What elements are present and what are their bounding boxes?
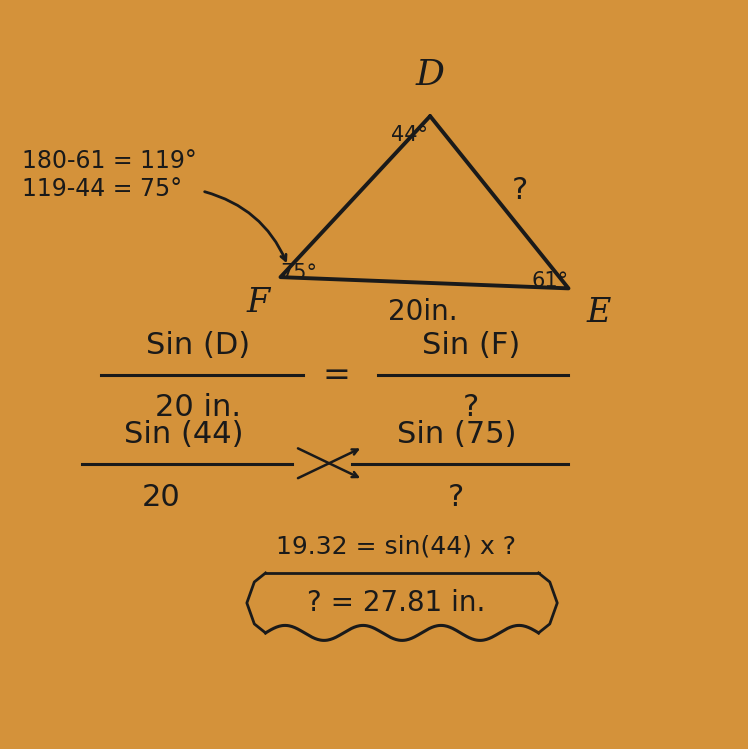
Text: 75°: 75° <box>280 264 318 283</box>
Text: =: = <box>322 360 351 392</box>
Text: 44°: 44° <box>391 125 429 145</box>
Text: Sin (F): Sin (F) <box>422 330 521 360</box>
Text: 180-61 = 119°: 180-61 = 119° <box>22 149 197 173</box>
Text: Sin (D): Sin (D) <box>146 330 251 360</box>
Text: Sin (75): Sin (75) <box>396 420 516 449</box>
Text: F: F <box>247 287 269 318</box>
Text: Sin (44): Sin (44) <box>123 420 243 449</box>
Text: ?: ? <box>448 483 465 512</box>
Text: 19.32 = sin(44) x ?: 19.32 = sin(44) x ? <box>277 535 516 559</box>
Text: D: D <box>416 58 444 92</box>
Text: E: E <box>586 297 610 329</box>
Text: 20 in.: 20 in. <box>156 393 241 422</box>
Text: ? = 27.81 in.: ? = 27.81 in. <box>307 589 485 617</box>
Text: 61°: 61° <box>531 271 568 291</box>
Text: ?: ? <box>512 177 528 205</box>
Text: 20in.: 20in. <box>387 298 458 327</box>
Text: 20: 20 <box>141 483 180 512</box>
Text: 119-44 = 75°: 119-44 = 75° <box>22 177 183 201</box>
Text: ?: ? <box>463 393 479 422</box>
